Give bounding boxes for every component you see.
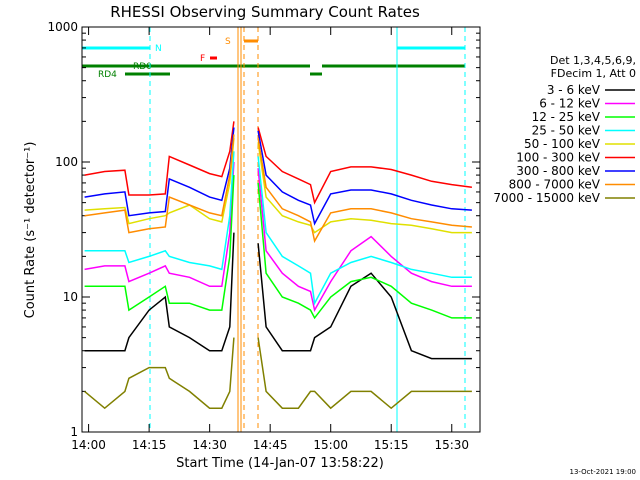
annotation: N xyxy=(155,44,162,54)
series-line xyxy=(84,134,235,234)
orbit-flags: N RD0 RD4 F S xyxy=(82,37,465,80)
legend-label: 25 - 50 keV xyxy=(532,124,601,138)
series-line xyxy=(257,243,472,360)
series-line xyxy=(257,138,472,244)
x-tick-label: 14:45 xyxy=(253,438,288,452)
annotation: RD0 xyxy=(133,62,152,72)
series-line xyxy=(84,337,235,410)
x-tick-label: 15:15 xyxy=(374,438,409,452)
legend-title: Det 1,3,4,5,6,9, xyxy=(550,54,636,67)
x-tick-label: 15:00 xyxy=(313,438,348,452)
series-line xyxy=(257,142,472,234)
series-line xyxy=(257,127,472,205)
series xyxy=(84,161,472,313)
legend-label: 6 - 12 keV xyxy=(539,97,601,111)
x-tick-label: 14:15 xyxy=(132,438,167,452)
series-line xyxy=(84,232,235,352)
legend-title: FDecim 1, Att 0 xyxy=(551,67,636,80)
series-line xyxy=(84,161,235,288)
legend-label: 12 - 25 keV xyxy=(532,110,601,124)
footer: 13-Oct-2021 19:00 xyxy=(570,468,636,476)
legend-label: 3 - 6 keV xyxy=(547,83,601,97)
series xyxy=(84,175,472,320)
y-tick-label: 1 xyxy=(70,425,78,439)
series-line xyxy=(257,156,472,306)
x-tick-label: 14:30 xyxy=(192,438,227,452)
plot-frame xyxy=(81,26,481,433)
legend-label: 100 - 300 keV xyxy=(516,151,600,165)
series-line xyxy=(257,182,472,320)
series-line xyxy=(257,337,472,410)
legend-label: 7000 - 15000 keV xyxy=(493,191,600,205)
annotation: F xyxy=(200,54,205,64)
series-line xyxy=(84,121,235,196)
series xyxy=(84,337,472,410)
x-tick-label: 14:00 xyxy=(71,438,106,452)
legend-label: 300 - 800 keV xyxy=(516,164,600,178)
series-line xyxy=(84,151,235,271)
series-line xyxy=(84,127,235,217)
series xyxy=(84,134,472,244)
y-tick-label: 100 xyxy=(55,155,78,169)
series xyxy=(84,232,472,360)
y-axis-label: Count Rate (s⁻¹ detector⁻¹) xyxy=(23,142,38,319)
legend-label: 800 - 7000 keV xyxy=(509,178,601,192)
series-line xyxy=(257,168,472,313)
series xyxy=(84,127,472,226)
series xyxy=(84,121,472,205)
legend-label: 50 - 100 keV xyxy=(524,137,601,151)
annotation: RD4 xyxy=(98,70,117,80)
x-tick-label: 15:30 xyxy=(434,438,469,452)
x-axis-label: Start Time (14-Jan-07 13:58:22) xyxy=(176,456,384,471)
chart-title: RHESSI Observing Summary Count Rates xyxy=(110,3,420,21)
annotation: S xyxy=(225,37,231,47)
series-line xyxy=(84,175,235,312)
y-tick-label: 10 xyxy=(63,290,78,304)
series-line xyxy=(257,130,472,226)
y-tick-label: 1000 xyxy=(47,20,78,34)
series xyxy=(84,151,472,306)
